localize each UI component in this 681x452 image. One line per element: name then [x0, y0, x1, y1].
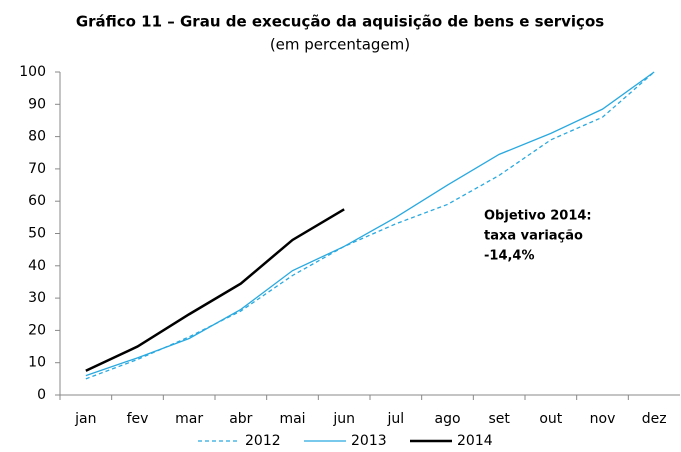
annotation: -14,4%: [484, 249, 535, 264]
y-tick-label: 20: [28, 322, 46, 338]
y-tick-label: 70: [28, 161, 46, 177]
x-tick-label: fev: [127, 411, 149, 427]
legend-label: 2014: [457, 433, 493, 449]
x-tick-label: jan: [74, 411, 96, 427]
y-tick-label: 100: [19, 64, 46, 80]
x-tick-label: jul: [387, 411, 405, 427]
x-tick-label: out: [539, 411, 562, 427]
annotation: Objetivo 2014:: [484, 209, 592, 224]
x-tick-label: mai: [279, 411, 305, 427]
x-tick-label: nov: [590, 411, 616, 427]
y-tick-label: 0: [37, 387, 46, 403]
legend-label: 2013: [351, 433, 387, 449]
x-tick-label: abr: [229, 411, 252, 427]
y-tick-label: 60: [28, 193, 46, 209]
annotation: taxa variação: [484, 229, 583, 244]
y-tick-label: 80: [28, 129, 46, 145]
legend-label: 2012: [245, 433, 281, 449]
chart-title: Gráfico 11 – Grau de execução da aquisiç…: [76, 13, 604, 31]
y-tick-label: 10: [28, 355, 46, 371]
y-tick-label: 40: [28, 258, 46, 274]
y-tick-label: 50: [28, 226, 46, 242]
y-tick-label: 90: [28, 96, 46, 112]
x-tick-label: set: [488, 411, 510, 427]
y-tick-label: 30: [28, 290, 46, 306]
series-line: [85, 208, 345, 372]
x-tick-label: ago: [434, 411, 460, 427]
series-line: [85, 71, 655, 380]
x-tick-label: mar: [175, 411, 203, 427]
chart-subtitle: (em percentagem): [270, 36, 410, 54]
series-line: [85, 71, 655, 377]
x-tick-label: dez: [642, 411, 667, 427]
x-tick-label: jun: [332, 411, 355, 427]
